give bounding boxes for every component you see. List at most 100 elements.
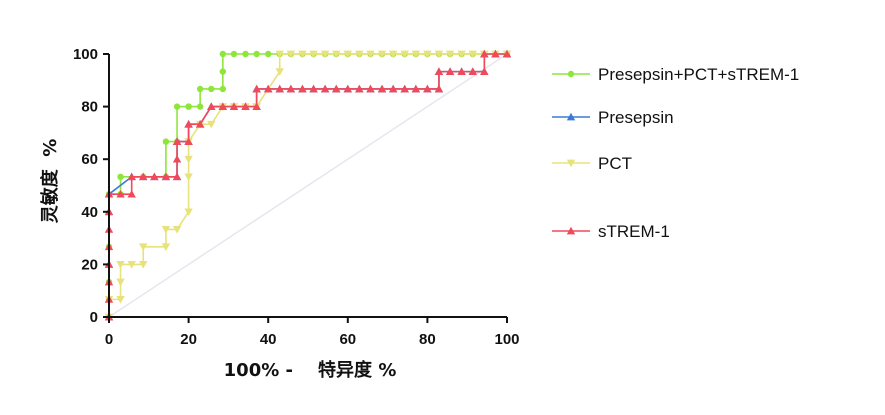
data-point [161,243,171,251]
data-point [491,49,500,58]
data-point [309,50,318,59]
data-point [117,173,124,181]
data-point [196,103,204,110]
legend-item: PCT [552,154,632,173]
data-point [355,50,364,59]
data-point [377,84,387,93]
data-point [423,84,432,93]
y-tick-label: 0 [90,309,98,326]
data-point [207,102,216,110]
legend: Presepsin+PCT+sTREM-1 Presepsin PCT sTREM-1 [552,65,799,241]
data-point [366,50,375,59]
data-point [275,68,284,76]
y-tick-label: 100 [73,46,98,63]
data-point [423,50,432,59]
data-point [172,172,182,181]
data-point [264,84,273,93]
data-point [411,50,421,59]
data-point [161,226,171,234]
data-point [229,102,239,110]
data-point [411,84,421,93]
data-point [298,50,307,59]
data-point [434,84,444,93]
data-point [252,84,261,93]
data-point [400,50,409,59]
legend-item: sTREM-1 [552,222,670,241]
data-point [184,173,193,182]
x-axis-title: 100% - 特异度 % [224,359,397,381]
y-tick-label: 20 [81,256,98,273]
data-point [400,84,409,93]
data-point [298,84,307,93]
data-point [343,84,352,93]
data-point [253,50,260,58]
legend-swatch-marker [566,159,576,168]
data-point [185,103,192,110]
data-point [172,137,182,145]
data-point [445,67,455,75]
data-point [127,261,136,269]
data-point [457,67,466,75]
data-point [116,261,125,269]
legend-item: Presepsin+PCT+sTREM-1 [552,65,799,84]
legend-label: Presepsin+PCT+sTREM-1 [598,65,799,84]
y-axis-ticks: 0 20 40 60 80 100 [73,46,109,326]
data-point [468,67,477,75]
data-point [116,296,125,304]
data-point [480,67,489,75]
data-point [172,155,182,163]
reference-diagonal [108,53,508,318]
data-point [275,50,284,59]
y-tick-label: 60 [81,151,98,168]
data-point [162,138,170,145]
legend-swatch-marker [566,226,576,235]
legend-label: Presepsin [598,108,674,127]
legend-label: sTREM-1 [598,222,670,241]
data-point [150,172,159,181]
data-point [184,208,193,216]
data-point [184,137,193,145]
data-point [286,84,296,93]
data-point [184,155,193,164]
legend-item: Presepsin [552,108,674,127]
data-point [445,50,455,59]
data-point [116,278,125,287]
data-point [219,68,227,75]
data-point [480,49,489,58]
data-point [343,50,352,59]
data-point [366,84,375,93]
data-point [184,120,193,128]
data-point [127,172,136,181]
data-point [320,84,330,93]
data-point [172,226,182,234]
data-point [355,84,364,93]
x-tick-label: 60 [339,331,356,348]
data-point [127,189,136,198]
data-point [320,50,330,59]
data-point [332,50,341,59]
y-tick-label: 40 [81,204,98,221]
legend-label: PCT [598,154,632,173]
x-tick-label: 80 [419,331,436,348]
axes: 0 20 40 60 80 100 0 20 40 60 80 100 [73,46,520,348]
data-point [309,84,318,93]
x-tick-label: 100 [494,331,519,348]
data-point [196,85,204,93]
data-point [388,84,398,93]
data-point [468,50,477,59]
data-point [252,102,261,110]
data-point [139,243,148,251]
data-point [208,85,215,93]
data-point [377,50,387,59]
data-point [219,85,227,93]
data-point [457,50,466,59]
data-point [230,50,238,58]
data-point [195,120,205,128]
data-point [434,50,444,59]
data-point [265,50,272,58]
data-point [207,120,216,129]
x-tick-label: 40 [260,331,277,348]
x-tick-label: 20 [180,331,197,348]
data-point [161,172,171,181]
